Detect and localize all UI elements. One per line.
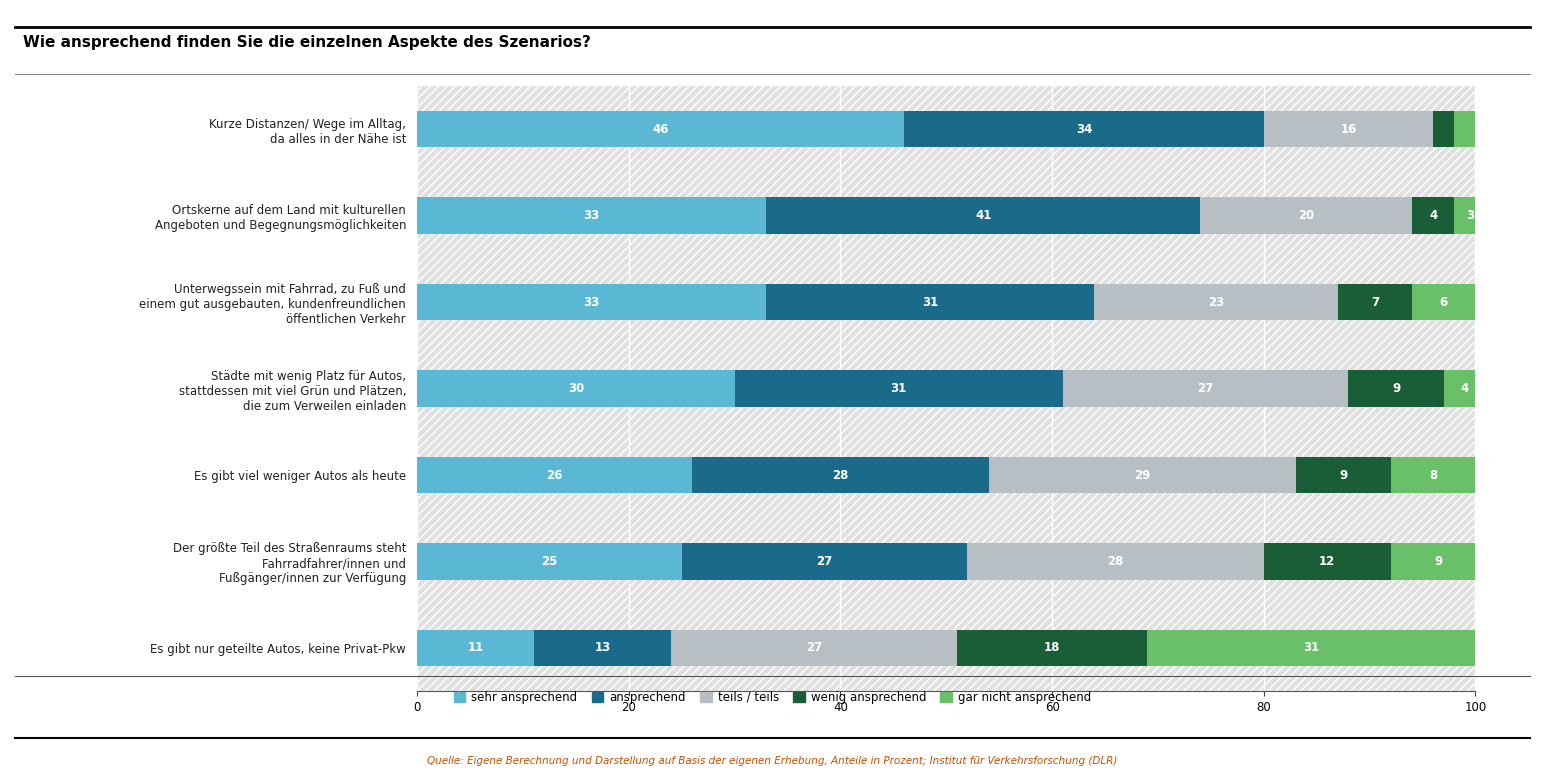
Bar xyxy=(533,629,671,666)
Bar xyxy=(1264,544,1390,580)
Text: 34: 34 xyxy=(1075,123,1092,136)
Text: 16: 16 xyxy=(1341,123,1357,136)
Text: 8: 8 xyxy=(1429,469,1437,482)
Text: 27: 27 xyxy=(1197,382,1214,395)
Bar xyxy=(766,284,1094,320)
Text: 9: 9 xyxy=(1434,555,1443,568)
Bar xyxy=(1390,544,1486,580)
Bar xyxy=(766,198,1200,234)
Text: 26: 26 xyxy=(547,469,562,482)
Bar xyxy=(1349,370,1443,407)
Text: 18: 18 xyxy=(1044,641,1060,654)
Bar xyxy=(417,198,766,234)
Text: 25: 25 xyxy=(541,555,558,568)
Bar xyxy=(417,457,692,493)
Bar xyxy=(1063,370,1349,407)
Bar xyxy=(692,457,989,493)
Bar xyxy=(417,284,766,320)
Bar xyxy=(989,457,1296,493)
Bar xyxy=(671,629,956,666)
Bar xyxy=(417,629,533,666)
Text: 7: 7 xyxy=(1370,295,1380,308)
Bar xyxy=(1454,198,1486,234)
Text: 4: 4 xyxy=(1429,209,1437,222)
Text: 3: 3 xyxy=(1466,209,1474,222)
Text: 30: 30 xyxy=(567,382,584,395)
Bar xyxy=(1412,198,1454,234)
Bar xyxy=(1443,370,1486,407)
Bar xyxy=(1148,629,1475,666)
Bar xyxy=(1454,111,1545,148)
Text: 4: 4 xyxy=(1460,382,1469,395)
Bar xyxy=(1338,284,1412,320)
Text: 27: 27 xyxy=(816,555,833,568)
Text: 27: 27 xyxy=(806,641,822,654)
Text: 33: 33 xyxy=(584,209,599,222)
Text: 31: 31 xyxy=(1304,641,1319,654)
Bar xyxy=(1264,111,1434,148)
Bar xyxy=(681,544,967,580)
Text: 33: 33 xyxy=(584,295,599,308)
Text: 20: 20 xyxy=(1298,209,1315,222)
Bar xyxy=(735,370,1063,407)
Text: 13: 13 xyxy=(595,641,610,654)
Bar xyxy=(1296,457,1390,493)
Bar xyxy=(417,111,904,148)
Text: 9: 9 xyxy=(1340,469,1347,482)
Text: 41: 41 xyxy=(975,209,992,222)
Bar xyxy=(956,629,1148,666)
Bar xyxy=(1434,111,1454,148)
Bar xyxy=(904,111,1264,148)
Bar xyxy=(1200,198,1412,234)
Legend: sehr ansprechend, ansprechend, teils / teils, wenig ansprechend, gar nicht anspr: sehr ansprechend, ansprechend, teils / t… xyxy=(450,686,1095,708)
Bar xyxy=(417,544,681,580)
Bar xyxy=(1390,457,1475,493)
Bar xyxy=(417,370,735,407)
Text: Quelle: Eigene Berechnung und Darstellung auf Basis der eigenen Erhebung, Anteil: Quelle: Eigene Berechnung und Darstellun… xyxy=(428,757,1117,766)
Text: 28: 28 xyxy=(1108,555,1123,568)
Bar xyxy=(967,544,1264,580)
Text: 23: 23 xyxy=(1208,295,1224,308)
Text: 28: 28 xyxy=(833,469,848,482)
Bar xyxy=(1412,284,1475,320)
Text: 31: 31 xyxy=(922,295,938,308)
Text: 9: 9 xyxy=(1392,382,1400,395)
Text: 6: 6 xyxy=(1440,295,1448,308)
Text: 46: 46 xyxy=(652,123,669,136)
Text: 31: 31 xyxy=(890,382,907,395)
Bar xyxy=(1094,284,1338,320)
Text: 29: 29 xyxy=(1134,469,1151,482)
Text: Wie ansprechend finden Sie die einzelnen Aspekte des Szenarios?: Wie ansprechend finden Sie die einzelnen… xyxy=(23,35,592,50)
Text: 11: 11 xyxy=(467,641,484,654)
Text: 12: 12 xyxy=(1319,555,1335,568)
